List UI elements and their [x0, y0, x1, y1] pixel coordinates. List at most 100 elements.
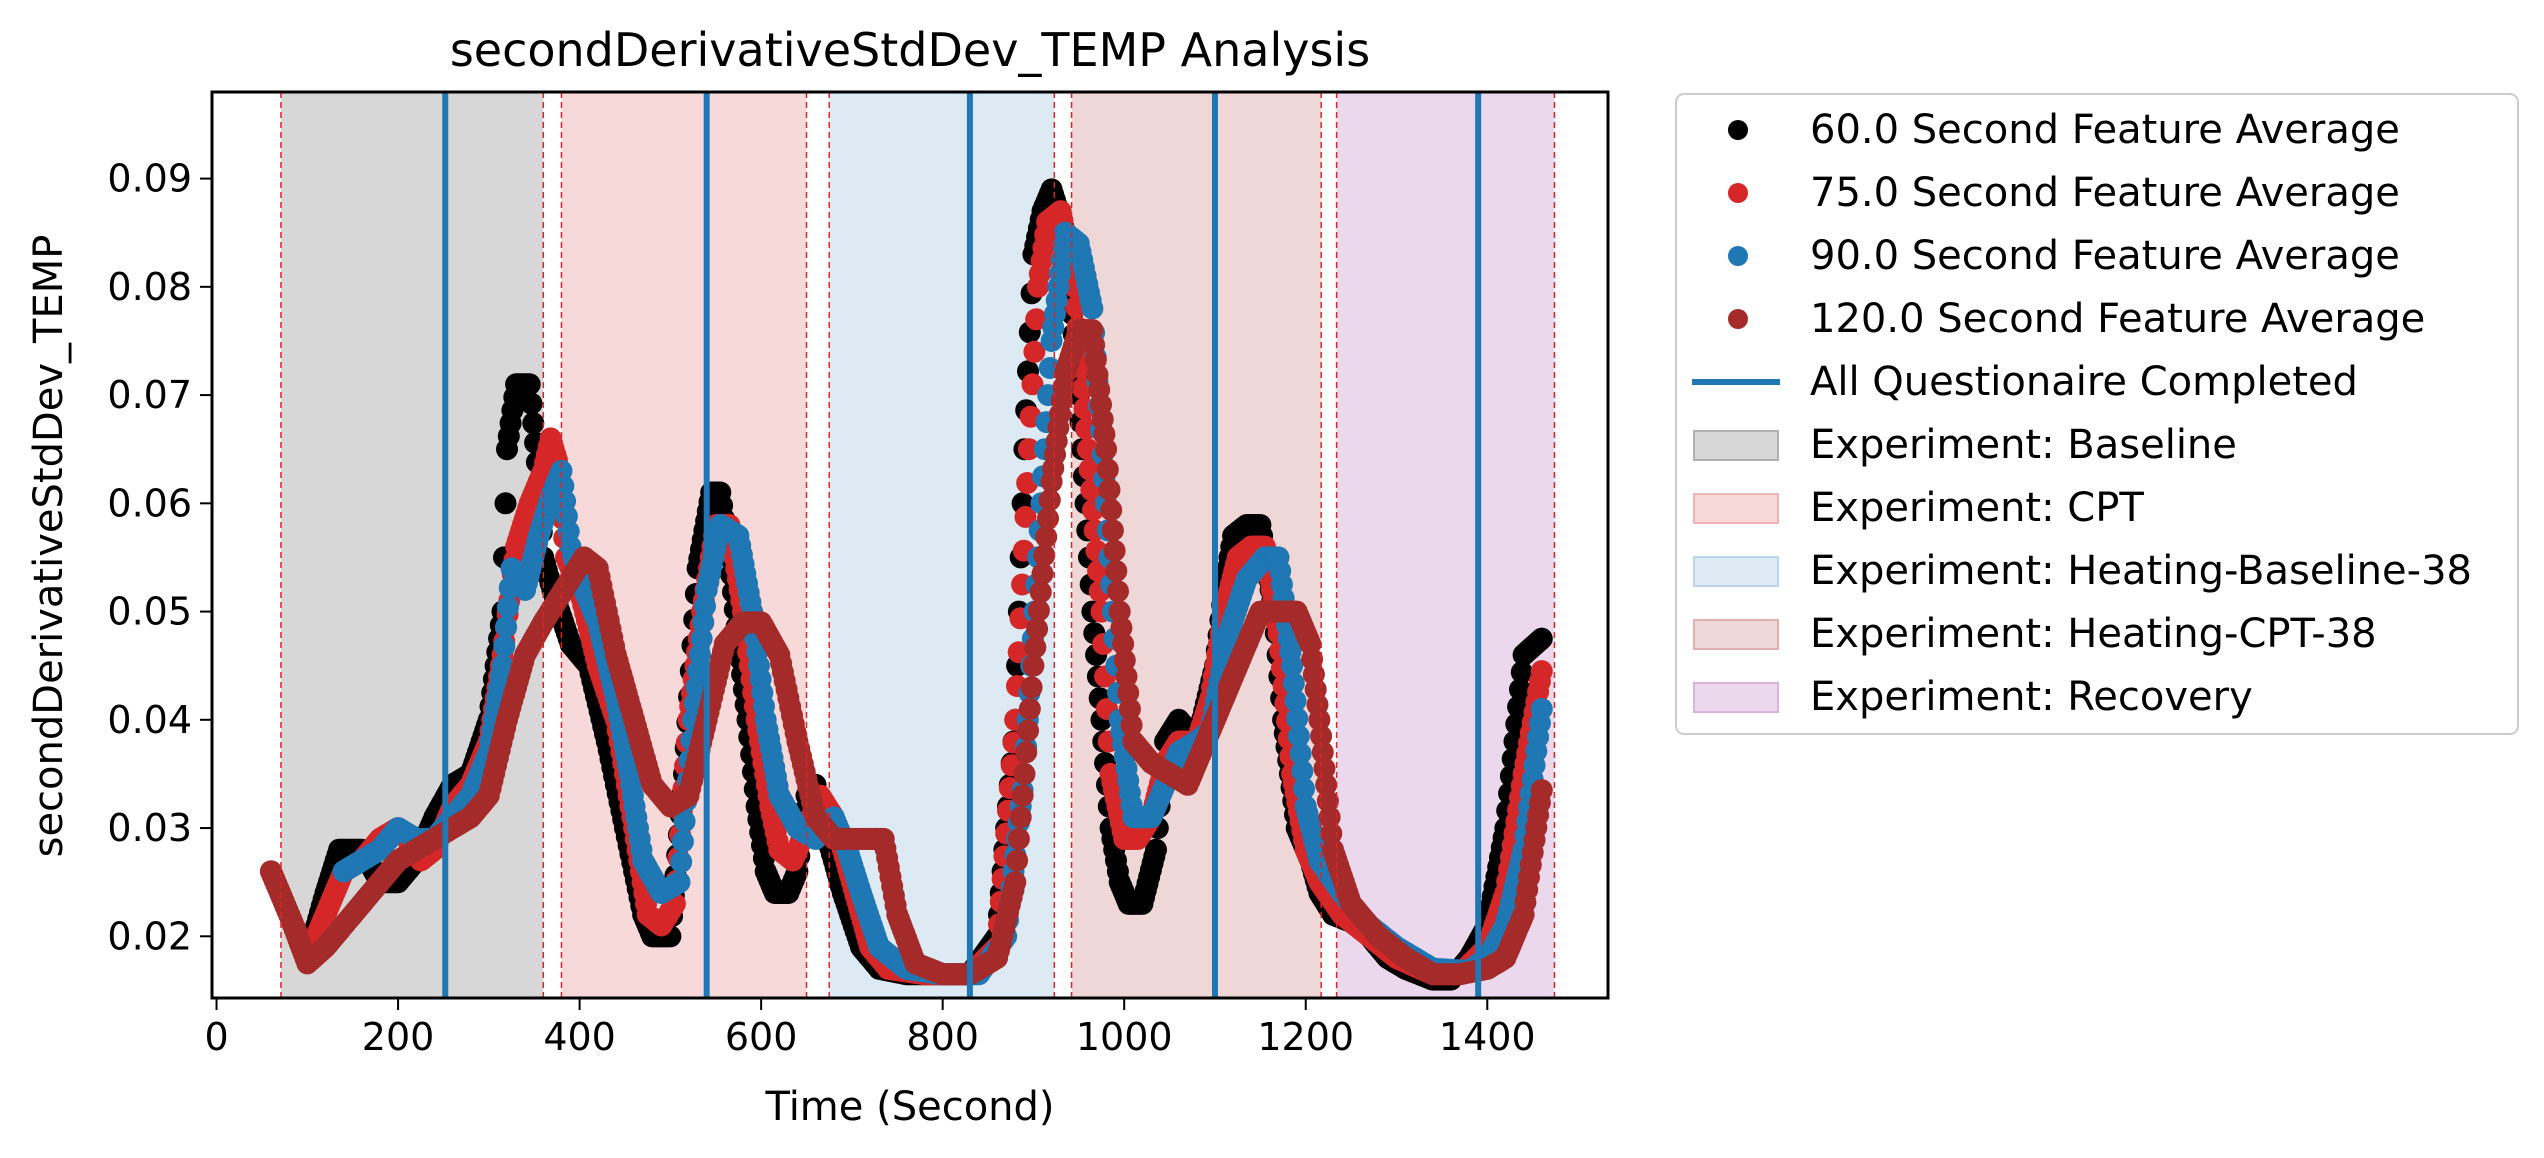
data-point	[1120, 714, 1143, 737]
data-point	[671, 830, 694, 853]
data-point	[1027, 599, 1050, 622]
data-point	[491, 654, 514, 677]
data-point	[1316, 790, 1339, 812]
y-tick-label: 0.08	[107, 265, 192, 309]
data-point	[673, 810, 696, 833]
data-point	[494, 492, 517, 515]
legend-label: Experiment: Baseline	[1810, 422, 2237, 468]
data-point	[1015, 741, 1038, 764]
data-point	[496, 596, 519, 619]
data-point	[1293, 777, 1315, 800]
y-tick-label: 0.03	[107, 806, 192, 850]
data-point	[1509, 678, 1531, 701]
data-point	[1022, 654, 1045, 677]
series-group	[260, 319, 1553, 986]
legend-label: 60.0 Second Feature Average	[1810, 107, 2400, 153]
questionnaire-lines	[442, 92, 1482, 998]
data-point	[1004, 871, 1027, 894]
data-point	[1103, 539, 1126, 562]
data-point	[1081, 297, 1104, 320]
data-point	[1118, 698, 1141, 720]
legend-marker	[1728, 309, 1748, 329]
data-point	[1530, 779, 1553, 802]
data-point	[1011, 784, 1034, 807]
data-point	[1315, 773, 1338, 796]
data-point	[1110, 616, 1133, 639]
data-point	[1291, 760, 1314, 783]
data-point	[1284, 689, 1307, 712]
x-tick-label: 200	[362, 1015, 435, 1059]
x-tick-label: 1400	[1439, 1015, 1536, 1059]
data-point	[1095, 438, 1118, 461]
data-point	[1031, 562, 1054, 585]
legend-label: Experiment: Heating-Baseline-38	[1810, 548, 2472, 594]
data-point	[495, 615, 518, 638]
data-point	[1105, 560, 1128, 582]
legend-marker	[1728, 183, 1748, 203]
chart-title: secondDerivativeStdDev_TEMP Analysis	[450, 23, 1370, 77]
phase-boundaries	[280, 92, 1556, 998]
data-point	[1020, 676, 1043, 699]
data-point	[1286, 707, 1309, 730]
legend-label: Experiment: CPT	[1810, 485, 2144, 531]
data-point	[1530, 660, 1553, 683]
data-point	[1021, 373, 1044, 396]
data-point	[1025, 308, 1048, 331]
legend: 60.0 Second Feature Average 75.0 Second F…	[1675, 93, 2519, 735]
data-point	[1017, 719, 1039, 742]
y-tick-label: 0.02	[107, 914, 192, 958]
data-point	[1530, 627, 1553, 650]
legend-label: Experiment: Heating-CPT-38	[1810, 611, 2377, 657]
data-point	[1113, 649, 1136, 672]
y-tick-label: 0.07	[107, 373, 192, 417]
data-point	[1287, 725, 1310, 748]
legend-swatch	[1693, 493, 1779, 524]
data-point	[1026, 617, 1049, 640]
data-point	[1308, 708, 1331, 731]
x-tick-label: 400	[543, 1015, 616, 1059]
x-axis: 0 200 400 600 800 1000 1200 1400	[204, 998, 1536, 1059]
x-tick-label: 600	[725, 1015, 798, 1059]
data-point	[1024, 636, 1047, 659]
legend-swatch	[1693, 682, 1779, 713]
legend-label: 120.0 Second Feature Average	[1810, 296, 2425, 342]
data-point	[1108, 600, 1131, 623]
x-tick-label: 0	[204, 1015, 228, 1059]
data-point	[1112, 633, 1135, 655]
data-point	[1035, 525, 1058, 548]
data-point	[1311, 741, 1334, 764]
data-point	[1014, 505, 1037, 528]
data-point	[1107, 580, 1129, 603]
legend-label: Experiment: Recovery	[1810, 674, 2253, 720]
legend-swatch	[1693, 619, 1779, 650]
data-point	[1009, 806, 1032, 829]
x-tick-label: 800	[906, 1015, 979, 1059]
legend-label: 75.0 Second Feature Average	[1810, 170, 2400, 216]
legend-swatch	[1693, 556, 1779, 587]
data-point	[1023, 340, 1046, 363]
data-point	[518, 373, 541, 396]
data-point	[1006, 849, 1029, 872]
data-point	[1313, 757, 1336, 780]
data-point	[1018, 698, 1041, 720]
data-point	[1117, 681, 1140, 704]
data-point	[1029, 581, 1052, 604]
data-point	[1100, 499, 1123, 522]
data-point	[1289, 742, 1312, 765]
data-point	[1038, 489, 1061, 512]
y-tick-label: 0.04	[107, 698, 192, 742]
data-point	[1098, 478, 1121, 501]
y-axis-label: secondDerivativeStdDev_TEMP	[26, 235, 72, 858]
x-axis-label: Time (Second)	[764, 1084, 1054, 1130]
legend-marker	[1728, 246, 1748, 266]
y-tick-label: 0.06	[107, 481, 192, 525]
y-axis: 0.02 0.03 0.04 0.05 0.06 0.07 0.08 0.09	[107, 157, 212, 958]
data-point	[668, 871, 691, 894]
y-tick-label: 0.09	[107, 157, 192, 201]
data-point	[1145, 838, 1167, 861]
data-point	[1017, 438, 1040, 461]
data-point	[670, 850, 693, 873]
data-point	[1282, 672, 1305, 695]
data-point	[1096, 458, 1119, 481]
data-point	[1115, 665, 1138, 688]
